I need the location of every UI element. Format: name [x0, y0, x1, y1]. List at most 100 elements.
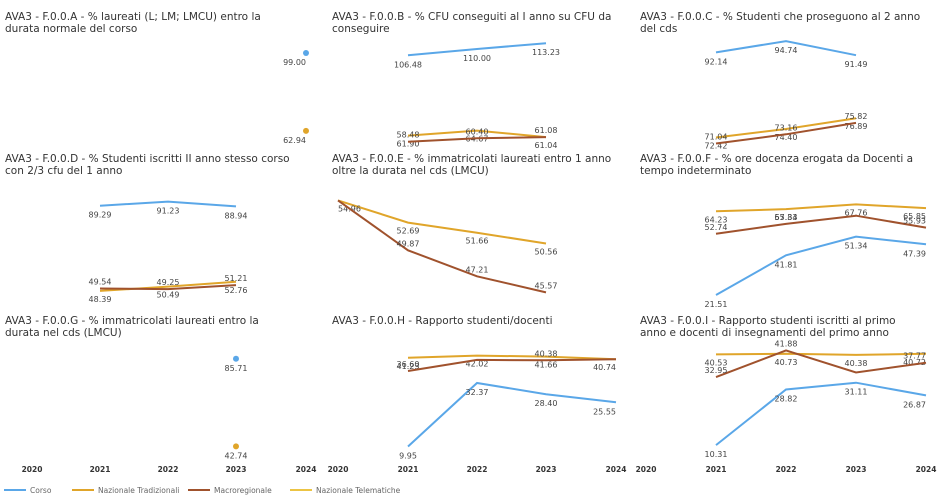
data-label: 75.82 [845, 112, 868, 121]
data-label: 32.37 [466, 388, 489, 397]
x-tick-label: 2022 [776, 465, 797, 474]
chart-title: AVA3 - F.0.0.G - % immatricolati laureat… [5, 315, 259, 327]
legend-label: Macroregionale [214, 486, 272, 495]
data-label: 61.08 [535, 126, 558, 135]
data-label: 41.88 [775, 339, 798, 348]
data-label: 61.90 [397, 140, 420, 149]
data-label: 51.34 [845, 242, 868, 251]
x-tick-label: 2021 [398, 465, 419, 474]
data-label: 41.81 [775, 260, 798, 269]
data-label: 49.25 [157, 278, 180, 287]
chart-panel-9: AVA3 - F.0.0.I - Rapporto studenti iscri… [636, 315, 937, 474]
data-label: 85.71 [225, 364, 248, 373]
x-tick-label: 2020 [22, 465, 43, 474]
data-label: 113.23 [532, 48, 560, 57]
x-tick-label: 2022 [158, 465, 179, 474]
data-label: 60.40 [466, 127, 489, 136]
data-label: 9.95 [399, 452, 417, 461]
data-label: 61.04 [535, 141, 558, 150]
series-line-macroregionale [407, 136, 547, 143]
data-label: 91.49 [845, 60, 868, 69]
x-tick-label: 2020 [328, 465, 349, 474]
data-label: 55.93 [903, 217, 926, 226]
chart-title: AVA3 - F.0.0.C - % Studenti che proseguo… [640, 11, 920, 23]
data-label: 58.48 [397, 131, 420, 140]
data-label: 32.95 [705, 366, 728, 375]
series-line-macroregionale [715, 214, 927, 235]
data-label: 94.74 [775, 46, 798, 55]
data-label: 49.87 [397, 239, 420, 248]
data-label: 51.21 [225, 274, 248, 283]
data-label: 41.23 [397, 362, 420, 371]
x-tick-label: 2021 [706, 465, 727, 474]
x-tick-label: 2023 [226, 465, 247, 474]
data-label: 40.53 [705, 358, 728, 367]
x-tick-label: 2024 [296, 465, 317, 474]
data-label: 49.54 [89, 278, 112, 287]
series-line-macroregionale [715, 121, 857, 145]
data-label: 74.40 [775, 133, 798, 142]
data-label: 47.21 [466, 265, 489, 274]
chart-title: AVA3 - F.0.0.A - % laureati (L; LM; LMCU… [5, 11, 261, 23]
data-label: 73.16 [775, 123, 798, 132]
series-line-corso [99, 200, 237, 208]
chart-title: conseguire [332, 23, 390, 35]
data-label: 91.23 [157, 207, 180, 216]
chart-title: AVA3 - F.0.0.B - % CFU conseguiti al I a… [332, 11, 611, 23]
chart-title: AVA3 - F.0.0.I - Rapporto studenti iscri… [640, 315, 896, 327]
series-line-macroregionale [407, 358, 617, 372]
chart-title: del cds [640, 23, 677, 35]
chart-title: oltre la durata nel cds (LMCU) [332, 165, 489, 177]
chart-title: AVA3 - F.0.0.D - % Studenti iscritti II … [5, 153, 290, 165]
x-tick-label: 2024 [606, 465, 627, 474]
data-label: 52.74 [705, 223, 728, 232]
data-label: 41.66 [535, 361, 558, 370]
data-label: 42.02 [466, 360, 489, 369]
x-tick-label: 2020 [636, 465, 657, 474]
legend-label: Nazionale Telematiche [316, 486, 401, 495]
data-label: 40.72 [903, 358, 926, 367]
data-label: 65.34 [775, 213, 798, 222]
x-tick-label: 2022 [467, 465, 488, 474]
series-line-nazionale_tradizionali [337, 199, 547, 245]
series-point-corso [233, 355, 239, 362]
data-label: 106.48 [394, 60, 422, 69]
chart-panel-5: AVA3 - F.0.0.E - % immatricolati laureat… [332, 153, 611, 294]
chart-title: tempo indeterminato [640, 165, 751, 177]
data-label: 45.57 [535, 281, 558, 290]
data-label: 50.56 [535, 248, 558, 257]
legend: Corso Nazionale Tradizionali Macroregional… [4, 486, 401, 495]
data-label: 52.69 [397, 227, 420, 236]
data-label: 10.31 [705, 450, 728, 459]
chart-title: AVA3 - F.0.0.E - % immatricolati laureat… [332, 153, 611, 165]
series-point-nazionale_tradizionali [303, 127, 309, 134]
chart-panel-7: AVA3 - F.0.0.G - % immatricolati laureat… [5, 315, 316, 474]
x-tick-label: 2021 [90, 465, 111, 474]
data-label: 40.74 [593, 363, 616, 372]
series-line-corso [407, 42, 547, 57]
series-line-nazionale_tradizionali [715, 117, 857, 139]
data-label: 48.39 [89, 295, 112, 304]
chart-title: AVA3 - F.0.0.F - % ore docenza erogata d… [640, 153, 913, 165]
series-line-corso [715, 235, 927, 296]
data-label: 57.83 [775, 213, 798, 222]
series-line-corso [407, 381, 617, 448]
series-line-macroregionale [337, 199, 547, 294]
data-label: 89.29 [89, 211, 112, 220]
chart-panel-1: AVA3 - F.0.0.A - % laureati (L; LM; LMCU… [5, 11, 309, 145]
data-label: 28.82 [775, 395, 798, 404]
data-label: 71.04 [705, 133, 728, 142]
chart-title: anno e docenti di insegnamenti del primo… [640, 327, 889, 339]
data-label: 40.38 [535, 349, 558, 358]
legend-label: Nazionale Tradizionali [98, 486, 179, 495]
series-line-macroregionale [715, 349, 927, 379]
data-label: 21.51 [705, 300, 728, 309]
data-label: 51.66 [466, 237, 489, 246]
chart-title: durata normale del corso [5, 23, 137, 35]
x-tick-label: 2024 [916, 465, 937, 474]
series-line-nazionale_tradizionali [715, 352, 927, 356]
series-line-corso [715, 381, 927, 446]
data-label: 76.89 [845, 122, 868, 131]
data-label: 88.94 [225, 211, 248, 220]
series-line-nazionale_tradizionali [407, 129, 547, 139]
